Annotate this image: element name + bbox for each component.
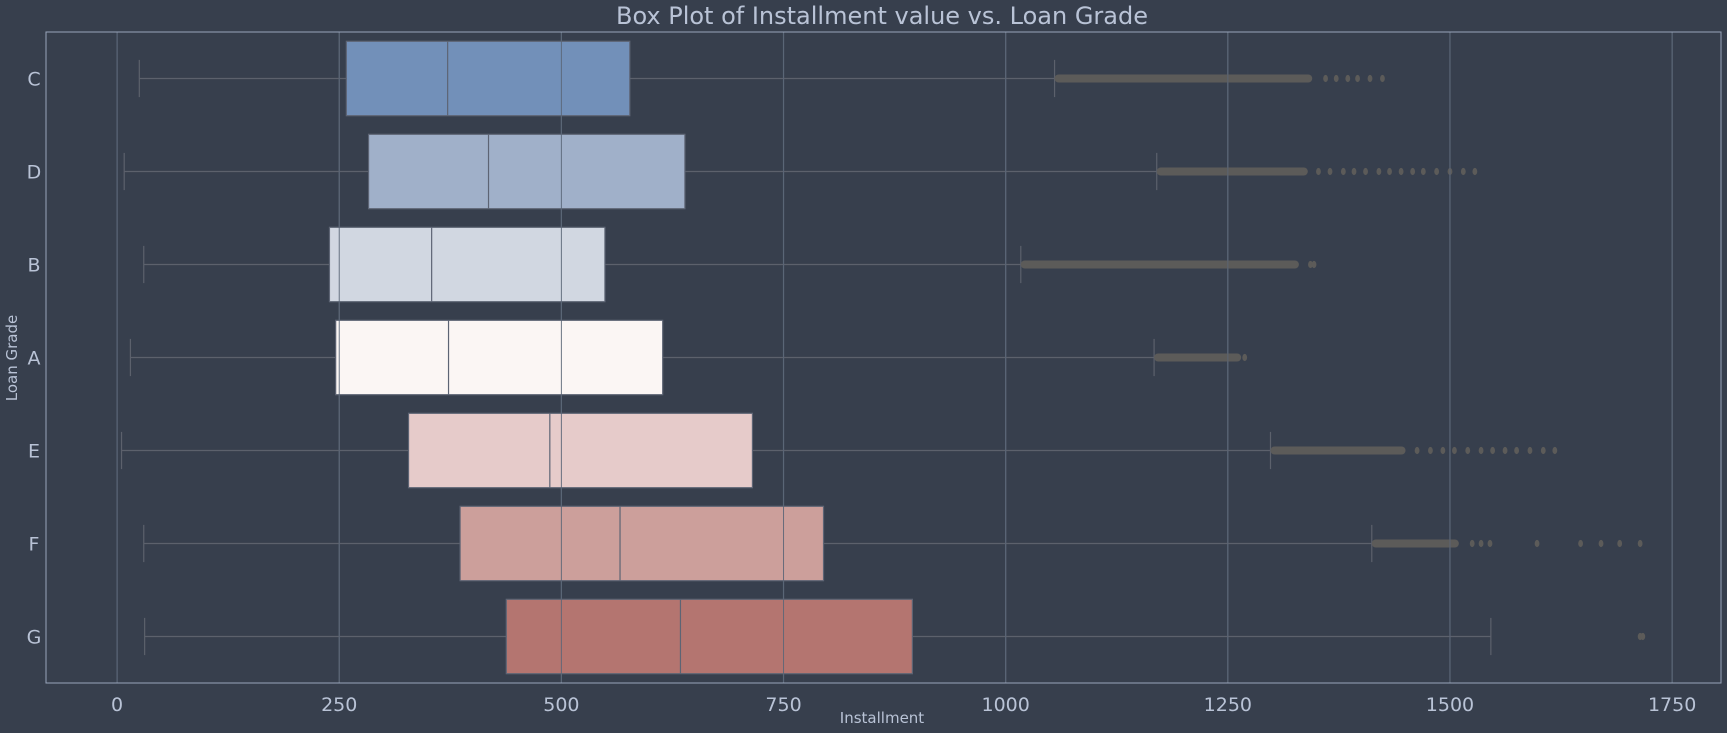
outlier-point (1452, 446, 1457, 455)
plot-area (116, 32, 1673, 683)
outlier-point (1460, 167, 1466, 176)
outlier-point (1527, 446, 1533, 455)
y-tick-label: A (28, 348, 41, 370)
outlier-point (1434, 167, 1440, 176)
outlier-point (1311, 260, 1317, 269)
y-tick-label: E (28, 441, 40, 463)
outlier-point (1578, 539, 1584, 548)
chart-title: Box Plot of Installment value vs. Loan G… (616, 2, 1148, 30)
outlier-point (1414, 446, 1420, 455)
box-G (505, 598, 913, 675)
outlier-point (1410, 167, 1416, 176)
plot-frame (45, 31, 1722, 684)
y-tick-labels: C D B A E F G (27, 69, 42, 649)
outlier-point (1502, 446, 1508, 455)
outlier-point (1316, 167, 1321, 176)
outlier-cluster (1054, 74, 1313, 83)
outlier-point (1640, 632, 1646, 641)
box-F (459, 505, 825, 582)
outlier-point (1478, 539, 1484, 548)
box-B (328, 226, 606, 303)
outlier-point (1345, 74, 1351, 83)
outlier-point (1380, 74, 1385, 83)
outlier-point (1514, 446, 1520, 455)
box-C (345, 40, 631, 117)
y-tick-label: G (27, 627, 42, 649)
outlier-point (1333, 74, 1339, 83)
x-tick-label: 250 (321, 694, 357, 716)
outlier-point (1440, 446, 1446, 455)
outlier-point (1351, 167, 1357, 176)
outlier-point (1617, 539, 1623, 548)
outlier-cluster (1154, 353, 1242, 362)
outlier-point (1487, 539, 1493, 548)
outlier-point (1242, 353, 1248, 362)
x-tick-label: 1000 (982, 694, 1030, 716)
outlier-point (1534, 539, 1540, 548)
x-tick-label: 1250 (1204, 694, 1252, 716)
y-tick-label: C (27, 69, 40, 91)
x-tick-label: 0 (111, 694, 123, 716)
outlier-point (1387, 167, 1392, 176)
x-tick-label: 750 (765, 694, 801, 716)
x-tick-label: 1750 (1648, 694, 1696, 716)
outlier-point (1428, 446, 1433, 455)
outlier-point (1340, 167, 1346, 176)
outlier-point (1637, 539, 1643, 548)
outlier-point (1376, 167, 1382, 176)
x-tick-label: 500 (543, 694, 579, 716)
outlier-point (1465, 446, 1471, 455)
outlier-point (1363, 167, 1368, 176)
y-tick-label: B (27, 255, 40, 277)
outlier-point (1540, 446, 1546, 455)
y-tick-label: D (27, 162, 42, 184)
y-tick-label: F (29, 534, 40, 556)
outlier-cluster (1270, 446, 1406, 455)
outlier-cluster (1156, 167, 1308, 176)
box-E (407, 412, 754, 489)
y-axis-label: Loan Grade (3, 315, 21, 401)
outlier-point (1478, 446, 1484, 455)
outlier-point (1490, 446, 1496, 455)
outlier-point (1469, 539, 1475, 548)
x-tick-label: 1500 (1426, 694, 1474, 716)
outlier-point (1598, 539, 1604, 548)
box-D (367, 133, 686, 210)
outlier-point (1327, 167, 1333, 176)
x-tick-labels: 0 250 500 750 1000 1250 1500 1750 (111, 694, 1696, 716)
outlier-cluster (1020, 260, 1299, 269)
x-axis-label: Installment (840, 709, 925, 727)
outlier-point (1472, 167, 1478, 176)
outlier-point (1308, 260, 1313, 269)
outlier-cluster (1371, 539, 1459, 548)
outlier-point (1355, 74, 1360, 83)
outlier-point (1367, 74, 1373, 83)
box-A (335, 319, 664, 396)
outlier-point (1398, 167, 1404, 176)
outlier-point (1420, 167, 1426, 176)
outlier-point (1552, 446, 1558, 455)
outlier-point (1323, 74, 1328, 83)
